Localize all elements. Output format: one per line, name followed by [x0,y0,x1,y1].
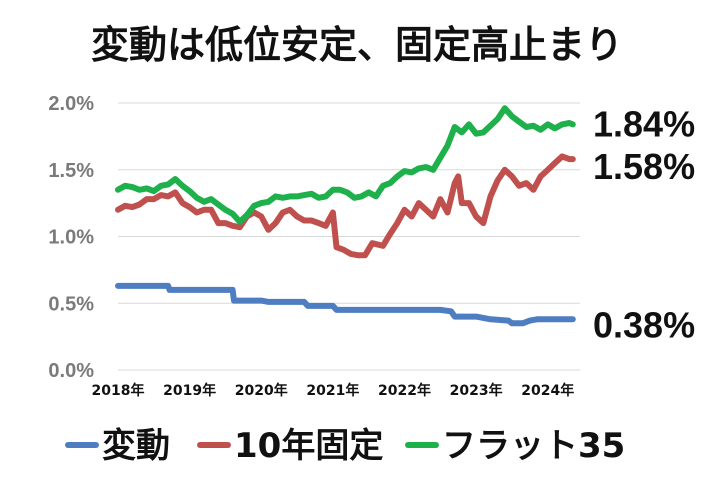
y-tick-label: 0.0% [48,360,94,382]
x-tick-label: 2021年 [306,382,359,399]
legend: 変動 10年固定 フラット35 [65,426,625,466]
y-tick-label: 2.0% [48,93,94,115]
series-line-variable [115,282,576,327]
series-line-fixed-10yr [115,153,576,259]
y-tick-label: 1.0% [48,227,94,249]
x-axis-ticks: 2018年 2019年 2020年 2021年 2022年 2023年 2024年 [92,382,575,399]
series-lines [115,105,576,327]
end-label-flat35: 1.84% [593,103,695,144]
x-tick-label: 2019年 [163,382,216,399]
y-tick-label: 0.5% [48,293,94,315]
legend-label-flat35: フラット35 [442,426,625,466]
y-tick-label: 1.5% [48,160,94,182]
end-labels: 0.38% 1.58%1.84% [593,103,695,345]
legend-label-fixed-10yr: 10年固定 [234,426,383,466]
x-tick-label: 2018年 [92,382,145,399]
series-line-flat35 [115,105,576,225]
x-tick-label: 2024年 [521,382,574,399]
end-label-variable: 0.38% [593,304,695,345]
x-tick-label: 2020年 [235,382,288,399]
x-tick-label: 2023年 [450,382,503,399]
x-tick-label: 2022年 [378,382,431,399]
gridlines [118,102,580,371]
y-axis-ticks: 0.0% 0.5% 1.0% 1.5% 2.0% [48,93,94,382]
end-label-fixed-10yr: 1.58% [593,146,695,187]
legend-label-variable: 変動 [102,426,170,466]
chart-title: 変動は低位安定、固定高止まり [91,23,623,67]
